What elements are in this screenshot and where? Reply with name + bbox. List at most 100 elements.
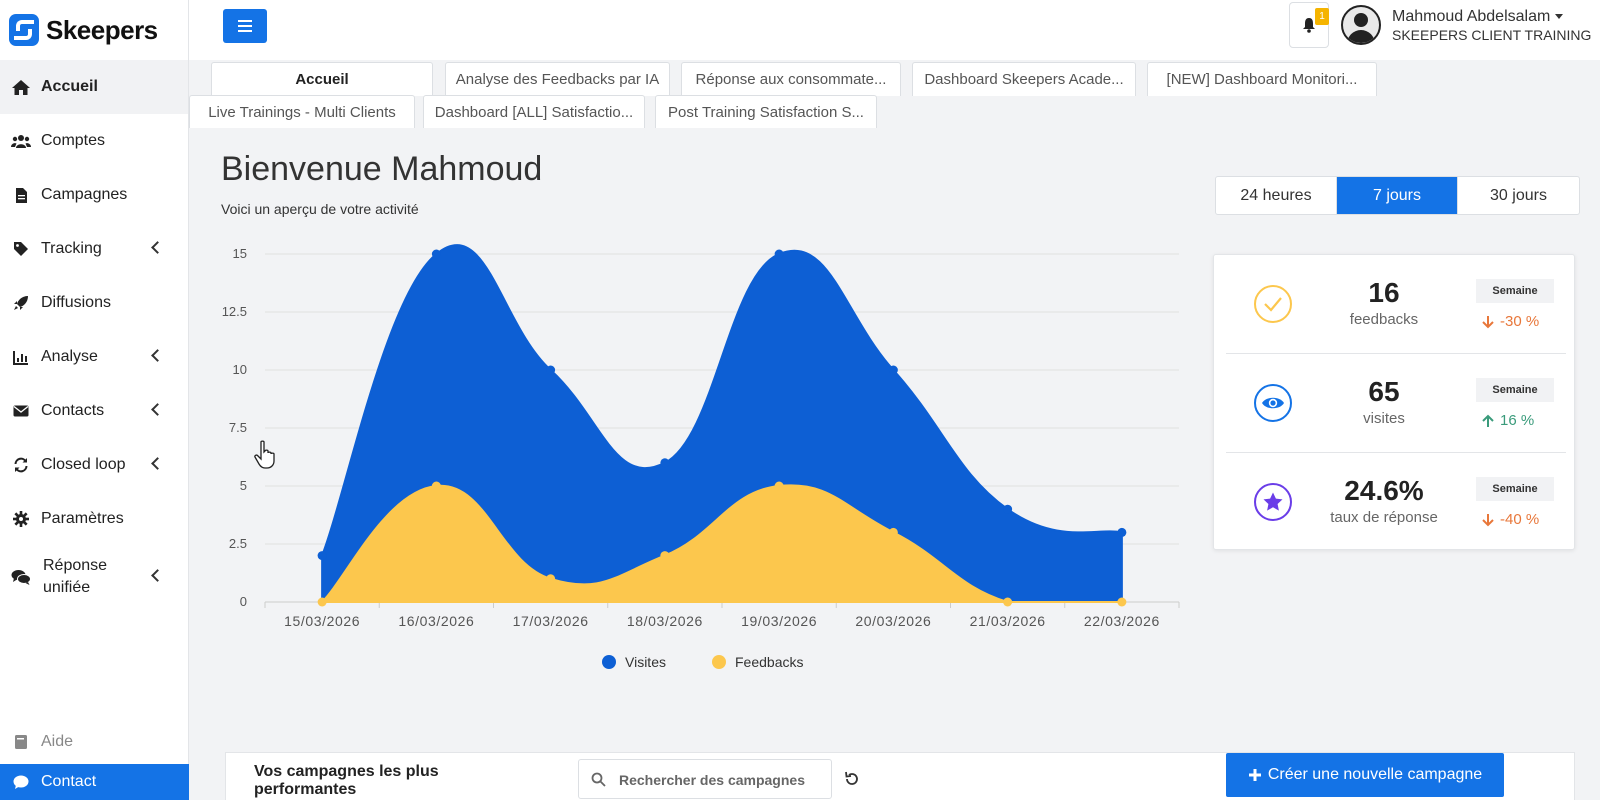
tab-accueil[interactable]: Accueil xyxy=(211,62,433,96)
data-point-feedbacks xyxy=(1117,597,1127,607)
data-point-visites xyxy=(1003,504,1013,514)
legend-marker-feedbacks xyxy=(712,655,726,669)
rocket-icon xyxy=(10,294,32,312)
stat-value: 24.6% xyxy=(1344,475,1424,506)
tab-dashboard-monitoring[interactable]: [NEW] Dashboard Monitori... xyxy=(1147,62,1377,96)
user-menu[interactable]: Mahmoud Abdelsalam xyxy=(1392,8,1564,26)
sidebar-item-label: Closed loop xyxy=(41,456,126,473)
data-point-feedbacks xyxy=(660,551,670,561)
top-header: 1 Mahmoud Abdelsalam SKEEPERS CLIENT TRA… xyxy=(189,0,1600,60)
chat-bubble-icon xyxy=(10,773,32,791)
x-tick-label: 16/03/2026 xyxy=(398,613,474,629)
sidebar: Skeepers Accueil Comptes Campagnes Tracking… xyxy=(0,0,189,800)
sidebar-nav: Accueil Comptes Campagnes Tracking Diffusion… xyxy=(0,60,188,608)
sidebar-item-closed-loop[interactable]: Closed loop xyxy=(0,438,188,492)
sidebar-item-analyse[interactable]: Analyse xyxy=(0,330,188,384)
sidebar-item-contacts[interactable]: Contacts xyxy=(0,384,188,438)
home-icon xyxy=(10,78,32,96)
period-30d-button[interactable]: 30 jours xyxy=(1490,186,1547,204)
contact-button[interactable]: Contact xyxy=(0,764,189,800)
data-point-feedbacks xyxy=(888,527,898,537)
chevron-left-icon[interactable] xyxy=(151,349,164,362)
sidebar-item-diffusions[interactable]: Diffusions xyxy=(0,276,188,330)
campaign-search xyxy=(578,759,832,799)
notifications-button[interactable]: 1 xyxy=(1289,2,1329,48)
campaign-search-input[interactable] xyxy=(619,768,819,792)
tab-post-training-satisfaction[interactable]: Post Training Satisfaction S... xyxy=(655,95,877,129)
brand-name: Skeepers xyxy=(46,14,158,45)
sync-icon xyxy=(10,456,32,474)
avatar[interactable] xyxy=(1341,5,1381,45)
data-point-visites xyxy=(660,458,670,468)
logo[interactable]: Skeepers xyxy=(0,0,188,60)
sidebar-item-reponse-unifiee[interactable]: Réponse unifiée xyxy=(0,546,188,608)
legend-label-feedbacks: Feedbacks xyxy=(735,654,803,670)
menu-toggle-button[interactable] xyxy=(223,9,267,43)
y-tick-label: 12.5 xyxy=(222,304,247,319)
sidebar-item-comptes[interactable]: Comptes xyxy=(0,114,188,168)
x-tick-label: 22/03/2026 xyxy=(1084,613,1160,629)
sidebar-item-tracking[interactable]: Tracking xyxy=(0,222,188,276)
tabs-row-1: Accueil Analyse des Feedbacks par IA Rép… xyxy=(189,62,1600,96)
chevron-left-icon[interactable] xyxy=(151,569,164,582)
refresh-icon[interactable] xyxy=(844,771,860,787)
tab-live-trainings[interactable]: Live Trainings - Multi Clients xyxy=(189,95,415,129)
stat-period-badge: Semaine xyxy=(1476,477,1554,501)
chevron-left-icon[interactable] xyxy=(151,403,164,416)
chevron-left-icon[interactable] xyxy=(151,241,164,254)
sidebar-item-accueil[interactable]: Accueil xyxy=(0,60,188,114)
sidebar-item-label: Accueil xyxy=(41,78,98,95)
period-24h-button[interactable]: 24 heures xyxy=(1216,177,1337,214)
activity-chart: 0 2.5 5 7.5 10 12.5 15 15/03/2026 16/03/2026 17/0… xyxy=(189,238,1189,678)
sidebar-item-campagnes[interactable]: Campagnes xyxy=(0,168,188,222)
create-campaign-label: Créer une nouvelle campagne xyxy=(1267,766,1483,783)
tab-dashboard-satisfaction[interactable]: Dashboard [ALL] Satisfactio... xyxy=(423,95,645,129)
legend-label-visites: Visites xyxy=(625,654,666,670)
notification-badge: 1 xyxy=(1315,8,1329,25)
campaigns-title: Vos campagnes les plus performantes xyxy=(254,763,439,798)
comments-icon xyxy=(10,568,32,586)
stat-label: visites xyxy=(1363,410,1405,427)
eye-icon xyxy=(1254,384,1292,422)
y-tick-label: 5 xyxy=(240,478,247,493)
data-point-feedbacks xyxy=(546,574,556,584)
x-tick-label: 17/03/2026 xyxy=(513,613,589,629)
arrow-down-icon xyxy=(1482,513,1494,526)
x-tick-label: 19/03/2026 xyxy=(741,613,817,629)
sidebar-item-label: Analyse xyxy=(41,348,98,365)
stat-delta-value: -40 % xyxy=(1500,511,1540,528)
activity-chart-svg: 0 2.5 5 7.5 10 12.5 15 15/03/2026 16/03/2026 17/0… xyxy=(222,244,1180,670)
sidebar-item-label: Comptes xyxy=(41,132,106,149)
chevron-left-icon[interactable] xyxy=(151,457,164,470)
stat-delta: -40 % xyxy=(1482,511,1539,528)
stat-label: taux de réponse xyxy=(1330,509,1438,526)
contact-label: Contact xyxy=(41,773,97,790)
file-icon xyxy=(10,186,32,204)
page-subtitle: Voici un aperçu de votre activité xyxy=(221,201,419,217)
stat-label: feedbacks xyxy=(1349,311,1419,328)
star-icon xyxy=(1254,483,1292,521)
stat-taux-reponse: 24.6% taux de réponse Semaine -40 % xyxy=(1226,453,1566,552)
top-campaigns-panel: Vos campagnes les plus performantes Crée… xyxy=(225,752,1575,800)
chart-icon xyxy=(10,348,32,366)
stat-period-badge: Semaine xyxy=(1476,279,1554,303)
tab-reponse-consommateurs[interactable]: Réponse aux consommate... xyxy=(681,62,901,96)
sidebar-item-label: Campagnes xyxy=(41,186,128,203)
sidebar-item-parametres[interactable]: Paramètres xyxy=(0,492,188,546)
y-tick-label: 7.5 xyxy=(229,420,247,435)
data-point-feedbacks xyxy=(774,481,784,491)
arrow-down-icon xyxy=(1482,315,1494,328)
gear-icon xyxy=(10,510,32,528)
caret-down-icon xyxy=(1555,14,1564,20)
tab-analyse-feedbacks[interactable]: Analyse des Feedbacks par IA xyxy=(445,62,670,96)
sidebar-item-label: Tracking xyxy=(41,240,102,257)
stat-visites: 65 visites Semaine 16 % xyxy=(1226,354,1566,453)
create-campaign-button[interactable]: Créer une nouvelle campagne xyxy=(1226,753,1504,797)
period-7d-button[interactable]: 7 jours xyxy=(1337,177,1458,214)
sidebar-item-label: Réponse unifiée xyxy=(43,557,108,596)
tab-dashboard-academy[interactable]: Dashboard Skeepers Acade... xyxy=(912,62,1136,96)
user-organization: SKEEPERS CLIENT TRAINING xyxy=(1392,27,1592,43)
help-link[interactable]: Aide xyxy=(0,726,189,758)
stat-delta: -30 % xyxy=(1482,313,1539,330)
stat-value: 65 xyxy=(1368,376,1400,407)
